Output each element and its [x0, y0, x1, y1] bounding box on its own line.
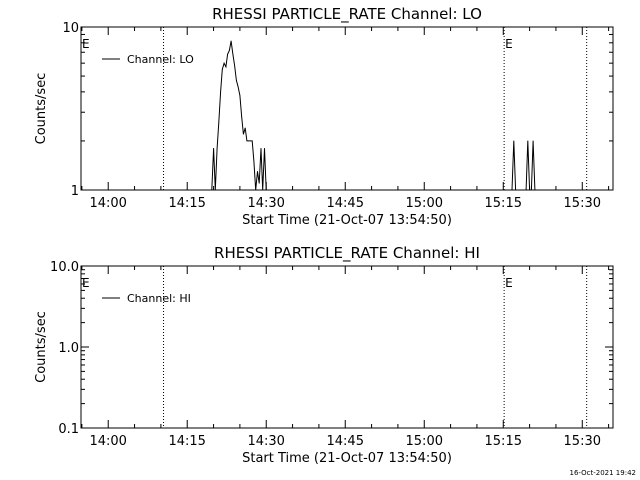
data-point — [221, 68, 223, 70]
data-point — [246, 140, 248, 142]
data-point — [253, 160, 255, 162]
y-tick-label: 1.0 — [58, 341, 79, 356]
data-point — [218, 121, 220, 123]
x-tick-label: 14:15 — [168, 196, 205, 211]
data-point — [260, 147, 262, 149]
data-point — [232, 53, 234, 55]
plot-frame — [80, 26, 614, 191]
data-point — [220, 91, 221, 93]
data-point — [534, 189, 536, 191]
data-point — [227, 53, 229, 55]
data-point — [251, 140, 253, 142]
data-point — [529, 189, 531, 191]
legend-label: Channel: HI — [127, 292, 191, 305]
y-axis-label: Counts/sec — [34, 73, 49, 145]
event-marker-label: E — [505, 276, 513, 290]
data-point — [216, 147, 218, 149]
x-tick-label: 15:30 — [564, 196, 601, 211]
data-point — [257, 171, 258, 172]
data-point — [211, 189, 213, 191]
data-point — [271, 189, 272, 191]
data-point — [235, 80, 237, 81]
data-point — [265, 189, 267, 191]
x-tick-label: 14:30 — [247, 434, 284, 449]
data-point — [525, 189, 527, 191]
panel-hi: RHESSI PARTICLE_RATE Channel: HI Start Ti… — [34, 244, 614, 466]
chart-title: RHESSI PARTICLE_RATE Channel: LO — [212, 5, 482, 24]
x-tick-label: 14:30 — [247, 196, 284, 211]
data-point — [258, 182, 260, 184]
chart-title: RHESSI PARTICLE_RATE Channel: HI — [214, 244, 480, 263]
data-point — [214, 189, 216, 191]
event-marker-label: E — [505, 37, 513, 51]
series-line — [211, 40, 537, 191]
data-point — [269, 189, 271, 191]
y-axis-label: Counts/sec — [34, 311, 49, 383]
data-point — [230, 40, 232, 42]
x-axis-label: Start Time (21-Oct-07 13:54:50) — [242, 451, 452, 466]
data-point — [228, 49, 230, 51]
edge-marker-label: E — [82, 276, 90, 290]
plot-frame — [80, 265, 614, 429]
x-tick-label: 14:15 — [168, 434, 205, 449]
x-tick-label: 15:00 — [406, 434, 443, 449]
x-tick-label: 15:15 — [485, 196, 522, 211]
x-tick-label: 15:30 — [564, 434, 601, 449]
y-tick-label: 0.1 — [58, 422, 79, 437]
data-point — [234, 65, 236, 66]
data-point — [241, 116, 243, 118]
data-point — [244, 127, 246, 129]
data-point — [213, 147, 214, 149]
data-point — [511, 189, 513, 191]
x-tick-label: 14:00 — [89, 434, 126, 449]
timestamp: 16-Oct-2021 19:42 — [570, 469, 636, 477]
data-point — [250, 140, 251, 142]
x-tick-label: 15:15 — [485, 434, 522, 449]
data-point — [513, 140, 515, 142]
legend-label: Channel: LO — [127, 53, 194, 66]
x-tick-label: 14:45 — [327, 196, 364, 211]
data-point — [264, 147, 265, 149]
data-point — [225, 66, 227, 68]
data-point — [223, 62, 225, 64]
panel-lo: RHESSI PARTICLE_RATE Channel: LO Start Ti… — [34, 5, 614, 228]
data-point — [515, 189, 516, 191]
x-axis-label: Start Time (21-Oct-07 13:54:50) — [242, 213, 452, 228]
data-point — [536, 189, 538, 191]
data-point — [239, 95, 241, 96]
data-point — [262, 189, 264, 191]
data-point — [530, 189, 532, 191]
data-point — [255, 189, 257, 191]
data-point — [237, 86, 239, 88]
data-point — [248, 140, 250, 142]
y-tick-label: 10.0 — [50, 260, 79, 275]
x-tick-label: 15:00 — [406, 196, 443, 211]
y-tick-label: 10 — [62, 21, 79, 36]
x-tick-label: 14:45 — [327, 434, 364, 449]
data-point — [527, 140, 529, 142]
data-point — [243, 133, 244, 135]
data-point — [532, 140, 534, 142]
y-tick-label: 1 — [71, 184, 79, 199]
edge-marker-label: E — [82, 37, 90, 51]
x-tick-label: 14:00 — [89, 196, 126, 211]
data-point — [267, 189, 269, 191]
